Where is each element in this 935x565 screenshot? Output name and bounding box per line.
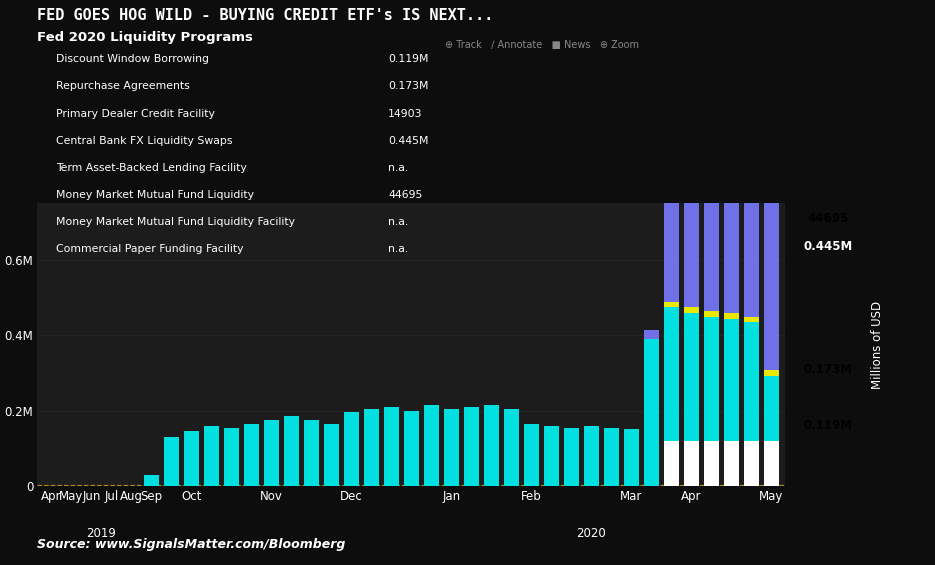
Bar — [544, 425, 558, 486]
Bar — [384, 407, 398, 486]
Bar — [704, 317, 719, 441]
Bar — [165, 437, 179, 486]
Bar — [204, 425, 219, 486]
Bar — [625, 429, 639, 486]
Text: Fed 2020 Liquidity Programs: Fed 2020 Liquidity Programs — [37, 31, 253, 44]
Bar — [704, 127, 719, 144]
Bar — [764, 186, 779, 203]
Bar — [764, 203, 779, 370]
Text: Commercial Paper Funding Facility: Commercial Paper Funding Facility — [56, 244, 244, 254]
Bar — [725, 145, 739, 313]
Text: 0.445M: 0.445M — [803, 240, 853, 253]
Bar — [644, 339, 658, 486]
Bar — [664, 302, 679, 307]
Text: n.a.: n.a. — [388, 244, 409, 254]
Bar — [744, 441, 758, 486]
Bar — [684, 441, 698, 486]
Text: Source: www.SignalsMatter.com/Bloomberg: Source: www.SignalsMatter.com/Bloomberg — [37, 538, 346, 551]
Bar — [744, 317, 758, 323]
Bar — [184, 431, 198, 486]
Bar — [604, 428, 619, 486]
Text: Money Market Mutual Fund Liquidity: Money Market Mutual Fund Liquidity — [56, 190, 254, 200]
Bar — [265, 420, 279, 486]
Text: FED GOES HOG WILD - BUYING CREDIT ETF's IS NEXT...: FED GOES HOG WILD - BUYING CREDIT ETF's … — [37, 8, 494, 24]
Bar — [344, 412, 359, 486]
Bar — [744, 132, 758, 149]
Bar — [484, 405, 498, 486]
Text: Central Bank FX Liquidity Swaps: Central Bank FX Liquidity Swaps — [56, 136, 233, 146]
Bar — [744, 323, 758, 441]
Text: Money Market Mutual Fund Liquidity Facility: Money Market Mutual Fund Liquidity Facil… — [56, 217, 295, 227]
Text: 0.119M: 0.119M — [388, 54, 428, 64]
Text: 0.445M: 0.445M — [388, 136, 428, 146]
Bar — [664, 441, 679, 486]
Bar — [644, 329, 658, 339]
Bar — [664, 118, 679, 134]
Bar — [224, 428, 238, 486]
Text: 2020: 2020 — [577, 527, 606, 540]
Text: Millions of USD: Millions of USD — [870, 301, 884, 389]
Bar — [525, 424, 539, 486]
Text: n.a.: n.a. — [388, 217, 409, 227]
Bar — [684, 307, 698, 313]
Text: Primary Dealer Credit Facility: Primary Dealer Credit Facility — [56, 108, 215, 119]
Bar — [424, 405, 439, 486]
Bar — [744, 149, 758, 317]
Bar — [404, 411, 419, 486]
Bar — [144, 475, 159, 486]
Text: ⊕ Track   ∕ Annotate   ■ News   ⊕ Zoom: ⊕ Track ∕ Annotate ■ News ⊕ Zoom — [445, 40, 640, 50]
Text: Term Asset-Backed Lending Facility: Term Asset-Backed Lending Facility — [56, 163, 247, 173]
Bar — [444, 408, 458, 486]
Bar — [704, 441, 719, 486]
Text: 44695: 44695 — [807, 212, 849, 225]
Bar — [764, 441, 779, 486]
Bar — [704, 144, 719, 311]
Bar — [324, 424, 338, 486]
Bar — [725, 313, 739, 319]
Text: 0.119M: 0.119M — [803, 419, 853, 432]
Bar — [365, 408, 379, 486]
Bar — [684, 123, 698, 140]
Bar — [725, 441, 739, 486]
Bar — [284, 416, 298, 486]
Text: n.a.: n.a. — [388, 163, 409, 173]
Bar — [725, 319, 739, 441]
Text: 2019: 2019 — [86, 527, 116, 540]
Bar — [704, 311, 719, 317]
Bar — [584, 425, 598, 486]
Text: 14903: 14903 — [388, 108, 423, 119]
Bar — [764, 376, 779, 441]
Bar — [464, 407, 479, 486]
Text: 44695: 44695 — [388, 190, 423, 200]
Bar — [664, 307, 679, 441]
Text: Repurchase Agreements: Repurchase Agreements — [56, 81, 190, 92]
Text: Discount Window Borrowing: Discount Window Borrowing — [56, 54, 209, 64]
Bar — [684, 140, 698, 307]
Bar — [684, 313, 698, 441]
Bar — [664, 134, 679, 302]
Bar — [244, 424, 259, 486]
Text: 0.173M: 0.173M — [803, 363, 853, 376]
Bar — [304, 420, 319, 486]
Bar — [564, 428, 579, 486]
Bar — [504, 408, 519, 486]
Bar — [764, 370, 779, 376]
Bar — [725, 129, 739, 145]
Text: 0.173M: 0.173M — [388, 81, 428, 92]
